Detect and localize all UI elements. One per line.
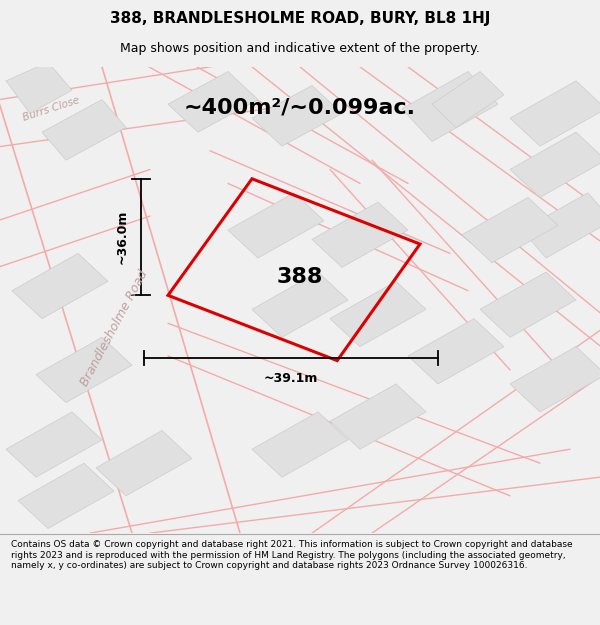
Text: 388: 388	[277, 267, 323, 287]
Polygon shape	[12, 253, 108, 319]
Polygon shape	[432, 71, 504, 127]
Polygon shape	[36, 338, 132, 402]
Polygon shape	[42, 99, 126, 160]
Polygon shape	[462, 198, 558, 262]
Polygon shape	[330, 281, 426, 347]
Polygon shape	[510, 132, 600, 198]
Polygon shape	[312, 202, 408, 268]
Polygon shape	[252, 412, 348, 477]
Polygon shape	[522, 192, 600, 258]
Polygon shape	[228, 192, 324, 258]
Polygon shape	[510, 347, 600, 412]
Text: Map shows position and indicative extent of the property.: Map shows position and indicative extent…	[120, 42, 480, 54]
Polygon shape	[402, 71, 498, 141]
Polygon shape	[168, 71, 258, 132]
Polygon shape	[18, 463, 114, 529]
Polygon shape	[330, 384, 426, 449]
Polygon shape	[96, 431, 192, 496]
Polygon shape	[252, 272, 348, 338]
Polygon shape	[6, 62, 72, 114]
Text: ~400m²/~0.099ac.: ~400m²/~0.099ac.	[184, 97, 416, 117]
Text: 388, BRANDLESHOLME ROAD, BURY, BL8 1HJ: 388, BRANDLESHOLME ROAD, BURY, BL8 1HJ	[110, 11, 490, 26]
Polygon shape	[480, 272, 576, 338]
Polygon shape	[6, 412, 102, 477]
Text: ~36.0m: ~36.0m	[116, 210, 129, 264]
Polygon shape	[408, 319, 504, 384]
Text: Contains OS data © Crown copyright and database right 2021. This information is : Contains OS data © Crown copyright and d…	[11, 541, 572, 570]
Text: Burrs Close: Burrs Close	[22, 95, 80, 122]
Text: ~39.1m: ~39.1m	[264, 372, 318, 385]
Polygon shape	[510, 81, 600, 146]
Polygon shape	[252, 86, 342, 146]
Text: Brandlesholme Road: Brandlesholme Road	[78, 268, 150, 388]
